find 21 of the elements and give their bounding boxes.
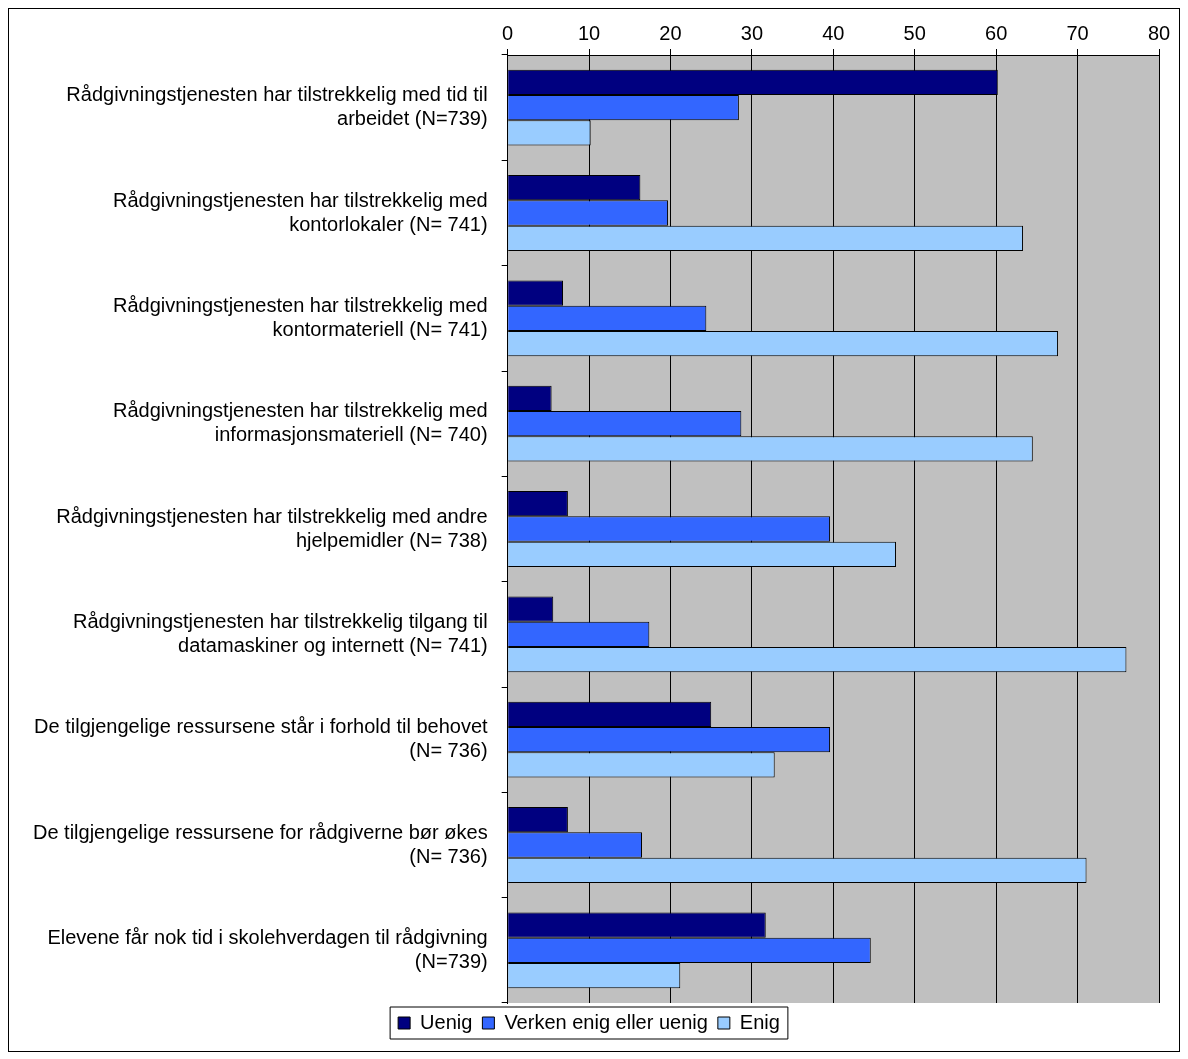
x-tick-label: 80 <box>1147 21 1171 44</box>
x-tick-label: 20 <box>659 21 682 44</box>
y-tick-label: Rådgivningstjenesten har tilstrekkelig tilgang til datamaskiner og internett (N= 741) <box>72 609 488 656</box>
legend-label: Uenig <box>420 1010 473 1033</box>
legend-label: Verken enig eller uenig <box>504 1010 708 1033</box>
y-tick-label: Elevene får nok tid i skolehverdagen til rådgivning (N=739) <box>47 925 488 972</box>
y-tick-label: Rådgivningstjenesten har tilstrekkelig med kontormateriell (N= 741) <box>113 293 488 340</box>
legend-label: Enig <box>739 1010 780 1033</box>
x-tick-label: 30 <box>740 21 764 44</box>
x-tick-label: 10 <box>577 21 601 44</box>
x-tick-label: 60 <box>985 21 1008 44</box>
x-tick-label: 40 <box>822 21 845 44</box>
y-tick-label: Rådgivningstjenesten har tilstrekkelig med tid til arbeidet (N=739) <box>66 83 488 130</box>
x-tick-label: 0 <box>502 21 514 44</box>
y-tick-label: De tilgjengelige ressursene for rådgiverne bør økes (N= 736) <box>32 820 488 867</box>
y-tick-label: Rådgivningstjenesten har tilstrekkelig med andre hjelpemidler (N= 738) <box>56 504 488 551</box>
x-tick-label: 50 <box>903 21 926 44</box>
y-tick-label: Rådgivningstjenesten har tilstrekkelig med kontorlokaler (N= 741) <box>113 188 488 235</box>
y-tick-label: Rådgivningstjenesten har tilstrekkelig med informasjonsmateriell (N= 740) <box>113 399 488 446</box>
x-tick-label: 70 <box>1066 21 1089 44</box>
y-tick-label: De tilgjengelige ressursene står i forhold til behovet (N= 736) <box>34 715 489 762</box>
